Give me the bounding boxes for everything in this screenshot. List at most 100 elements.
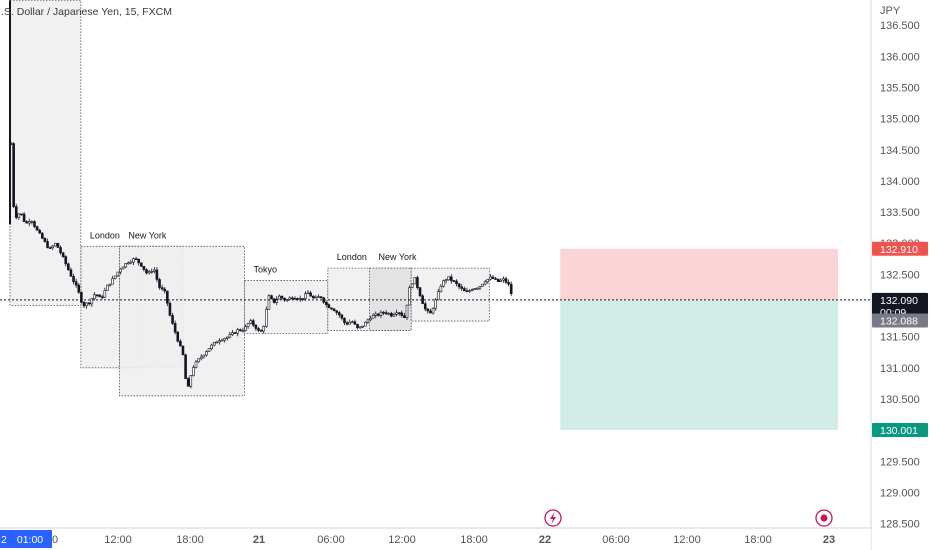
session-box[interactable] <box>369 267 412 331</box>
candle <box>119 268 122 273</box>
price-tick-label: 131.500 <box>880 332 920 344</box>
candle <box>168 302 172 316</box>
candle <box>54 242 57 247</box>
candle <box>184 354 187 379</box>
candle <box>207 348 211 352</box>
price-tick-label: 128.500 <box>880 519 920 531</box>
candle <box>468 290 471 293</box>
candle <box>457 283 461 288</box>
candle <box>257 328 260 331</box>
candle <box>335 310 338 313</box>
candle <box>364 321 367 327</box>
candle <box>444 279 448 282</box>
price-tag <box>872 241 928 256</box>
candle <box>108 283 112 286</box>
candle <box>246 322 250 327</box>
candle <box>405 304 409 319</box>
candle <box>504 278 508 283</box>
session-box[interactable] <box>244 280 329 334</box>
candle <box>293 298 297 300</box>
time-tick-label: 22 <box>539 534 551 546</box>
candle <box>59 247 62 254</box>
candle <box>499 279 503 282</box>
candle <box>397 312 401 315</box>
candle <box>494 278 497 280</box>
candle <box>319 296 323 299</box>
candle <box>442 280 445 287</box>
candle <box>215 341 219 344</box>
candle <box>262 326 266 332</box>
candle <box>20 213 23 216</box>
candle <box>171 314 174 324</box>
candle <box>481 283 484 287</box>
candle <box>410 283 414 288</box>
price-tick-label: 135.000 <box>880 114 920 126</box>
candle <box>311 295 315 299</box>
price-axis-bg[interactable] <box>871 0 932 550</box>
candle <box>238 329 242 331</box>
candle <box>210 344 213 350</box>
candle <box>228 334 232 338</box>
position-zones[interactable] <box>560 248 838 431</box>
candle <box>231 332 234 335</box>
candle <box>106 284 109 291</box>
time-tick-label: 12:00 <box>673 534 701 546</box>
time-cursor-label: 01:00 <box>17 534 43 546</box>
candle <box>137 258 140 264</box>
candle <box>390 312 393 317</box>
candle <box>426 308 430 312</box>
candle <box>225 336 229 339</box>
lightning-icon[interactable] <box>544 509 562 527</box>
candle <box>56 242 60 248</box>
session-label: New York <box>378 252 417 262</box>
candle <box>265 309 268 327</box>
price-tick-label: 134.500 <box>880 145 920 157</box>
candle <box>142 266 146 270</box>
session-box[interactable] <box>119 245 245 397</box>
currency-label: JPY <box>880 5 901 17</box>
candle <box>173 323 177 333</box>
candle <box>249 320 253 324</box>
price-tick-label: 136.500 <box>880 20 920 32</box>
record-icon[interactable] <box>815 509 833 527</box>
price-tick-label: 135.500 <box>880 82 920 94</box>
candle <box>163 288 167 292</box>
time-axis-bg[interactable] <box>0 528 871 550</box>
candle <box>366 319 370 323</box>
candle <box>507 281 510 285</box>
candle <box>197 358 200 363</box>
candle <box>418 287 422 297</box>
candle <box>455 280 458 285</box>
candle <box>35 226 39 231</box>
time-tick-label: 18:00 <box>460 534 488 546</box>
candle <box>337 312 341 316</box>
take-profit-zone[interactable] <box>560 299 838 431</box>
candle <box>199 356 203 360</box>
candle <box>317 296 320 298</box>
candle <box>244 326 247 331</box>
price-tick-label: 136.000 <box>880 51 920 63</box>
candle <box>179 340 182 347</box>
candle <box>270 295 273 299</box>
stop-loss-zone[interactable] <box>560 248 838 300</box>
time-tick-label: 12:00 <box>388 534 416 546</box>
candle <box>41 232 44 239</box>
candle <box>82 302 86 307</box>
candle <box>186 378 190 387</box>
candle <box>51 245 55 249</box>
candle <box>491 276 495 279</box>
candle <box>460 286 464 289</box>
symbol-title[interactable]: .S. Dollar / Japanese Yen, 15, FXCM <box>1 6 172 18</box>
price-tick-label: 133.500 <box>880 207 920 219</box>
candle <box>160 287 164 290</box>
candle <box>285 299 289 301</box>
candle <box>111 278 114 285</box>
candle <box>153 269 156 272</box>
session-box[interactable] <box>9 0 82 306</box>
candle <box>205 351 208 356</box>
candle <box>327 304 331 309</box>
candle <box>72 275 75 283</box>
session-boxes: London New York Tokyo London New York <box>9 0 490 397</box>
candle <box>301 298 305 300</box>
